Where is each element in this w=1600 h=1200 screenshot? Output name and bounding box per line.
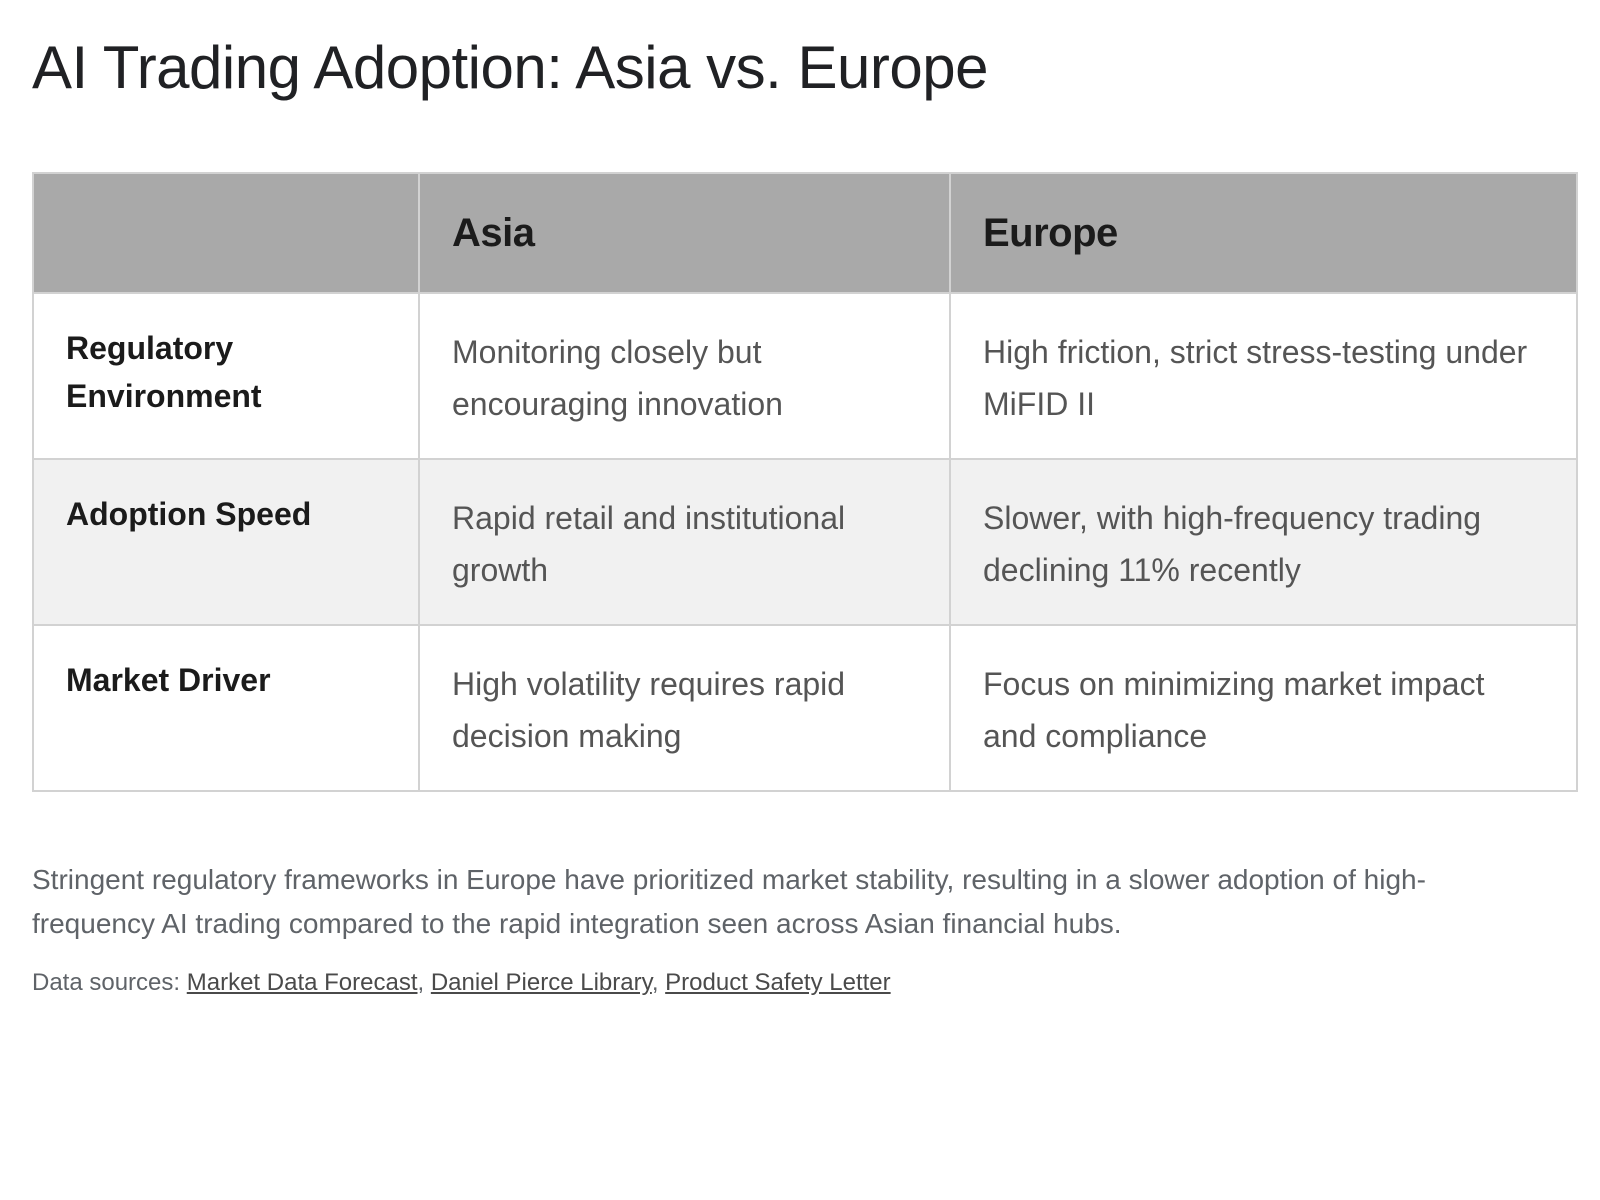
source-link-market-data-forecast[interactable]: Market Data Forecast <box>186 969 418 996</box>
data-sources: Data sources: Market Data Forecast, Dani… <box>32 966 1568 1000</box>
cell-asia: Monitoring closely but encouraging innov… <box>418 292 951 460</box>
table-header-asia: Asia <box>418 172 951 294</box>
table-row: Adoption Speed Rapid retail and institut… <box>32 458 1578 626</box>
source-link-daniel-pierce-library[interactable]: Daniel Pierce Library <box>430 969 652 996</box>
table-header-europe: Europe <box>949 172 1578 294</box>
cell-europe: Focus on minimizing market impact and co… <box>949 624 1578 792</box>
cell-asia: Rapid retail and institutional growth <box>418 458 951 626</box>
page-title: AI Trading Adoption: Asia vs. Europe <box>32 34 988 101</box>
table-header-empty <box>32 172 420 294</box>
row-label: Adoption Speed <box>32 458 420 626</box>
cell-asia: High volatility requires rapid decision … <box>418 624 951 792</box>
row-label: Market Driver <box>32 624 420 792</box>
cell-europe: High friction, strict stress-testing und… <box>949 292 1578 460</box>
sources-prefix: Data sources: <box>32 969 181 996</box>
sources-separator: , <box>417 969 425 996</box>
page: AI Trading Adoption: Asia vs. Europe Asi… <box>32 34 1578 1000</box>
table-row: Regulatory Environment Monitoring closel… <box>32 292 1578 460</box>
sources-separator: , <box>651 969 659 996</box>
cell-europe: Slower, with high-frequency trading decl… <box>949 458 1578 626</box>
table-row: Market Driver High volatility requires r… <box>32 624 1578 792</box>
row-label: Regulatory Environment <box>32 292 420 460</box>
comparison-table: Asia Europe Regulatory Environment Monit… <box>32 172 1578 792</box>
table-header-row: Asia Europe <box>32 172 1578 294</box>
source-link-product-safety-letter[interactable]: Product Safety Letter <box>665 969 891 996</box>
summary-paragraph: Stringent regulatory frameworks in Europ… <box>32 864 1426 939</box>
